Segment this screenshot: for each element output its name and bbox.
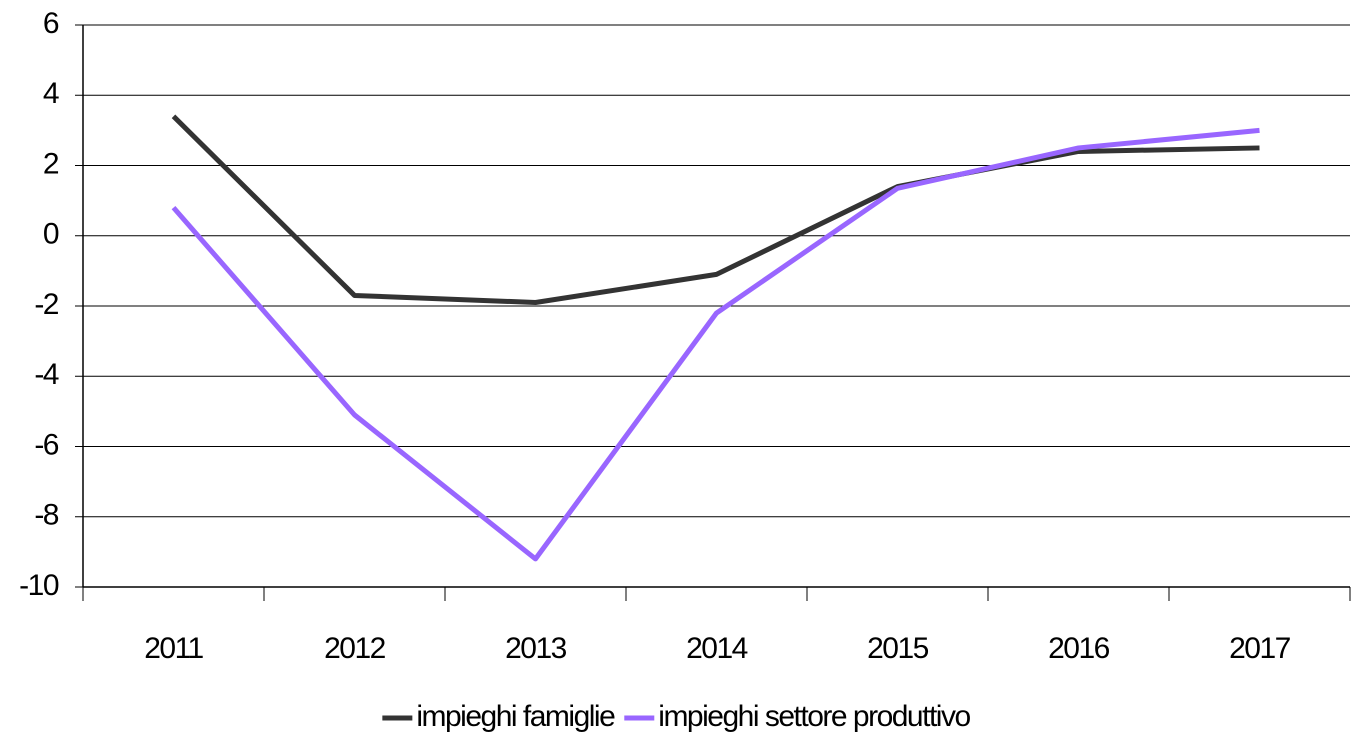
series-line: [171, 127, 1260, 562]
y-tick-label: 0: [43, 218, 59, 251]
x-tick-label: 2017: [1229, 632, 1291, 665]
legend-label: impieghi famiglie: [416, 700, 615, 733]
x-tick-label: 2015: [867, 632, 929, 665]
x-tick-label: 2012: [324, 632, 386, 665]
legend-label: impieghi settore produttivo: [658, 700, 970, 733]
x-tick-label: 2016: [1048, 632, 1110, 665]
y-tick-label: 6: [43, 7, 59, 40]
x-tick-label: 2014: [686, 632, 748, 665]
y-tick-label: -2: [34, 288, 58, 321]
y-tick-label: 4: [43, 77, 59, 110]
x-tick-label: 2011: [144, 632, 203, 665]
y-tick-label: -10: [19, 569, 59, 602]
y-tick-label: -6: [34, 428, 58, 461]
series-line: [171, 114, 1260, 305]
x-tick-label: 2013: [505, 632, 567, 665]
y-tick-label: -8: [34, 499, 58, 532]
y-tick-label: -4: [34, 358, 58, 391]
y-tick-label: 2: [43, 147, 59, 180]
